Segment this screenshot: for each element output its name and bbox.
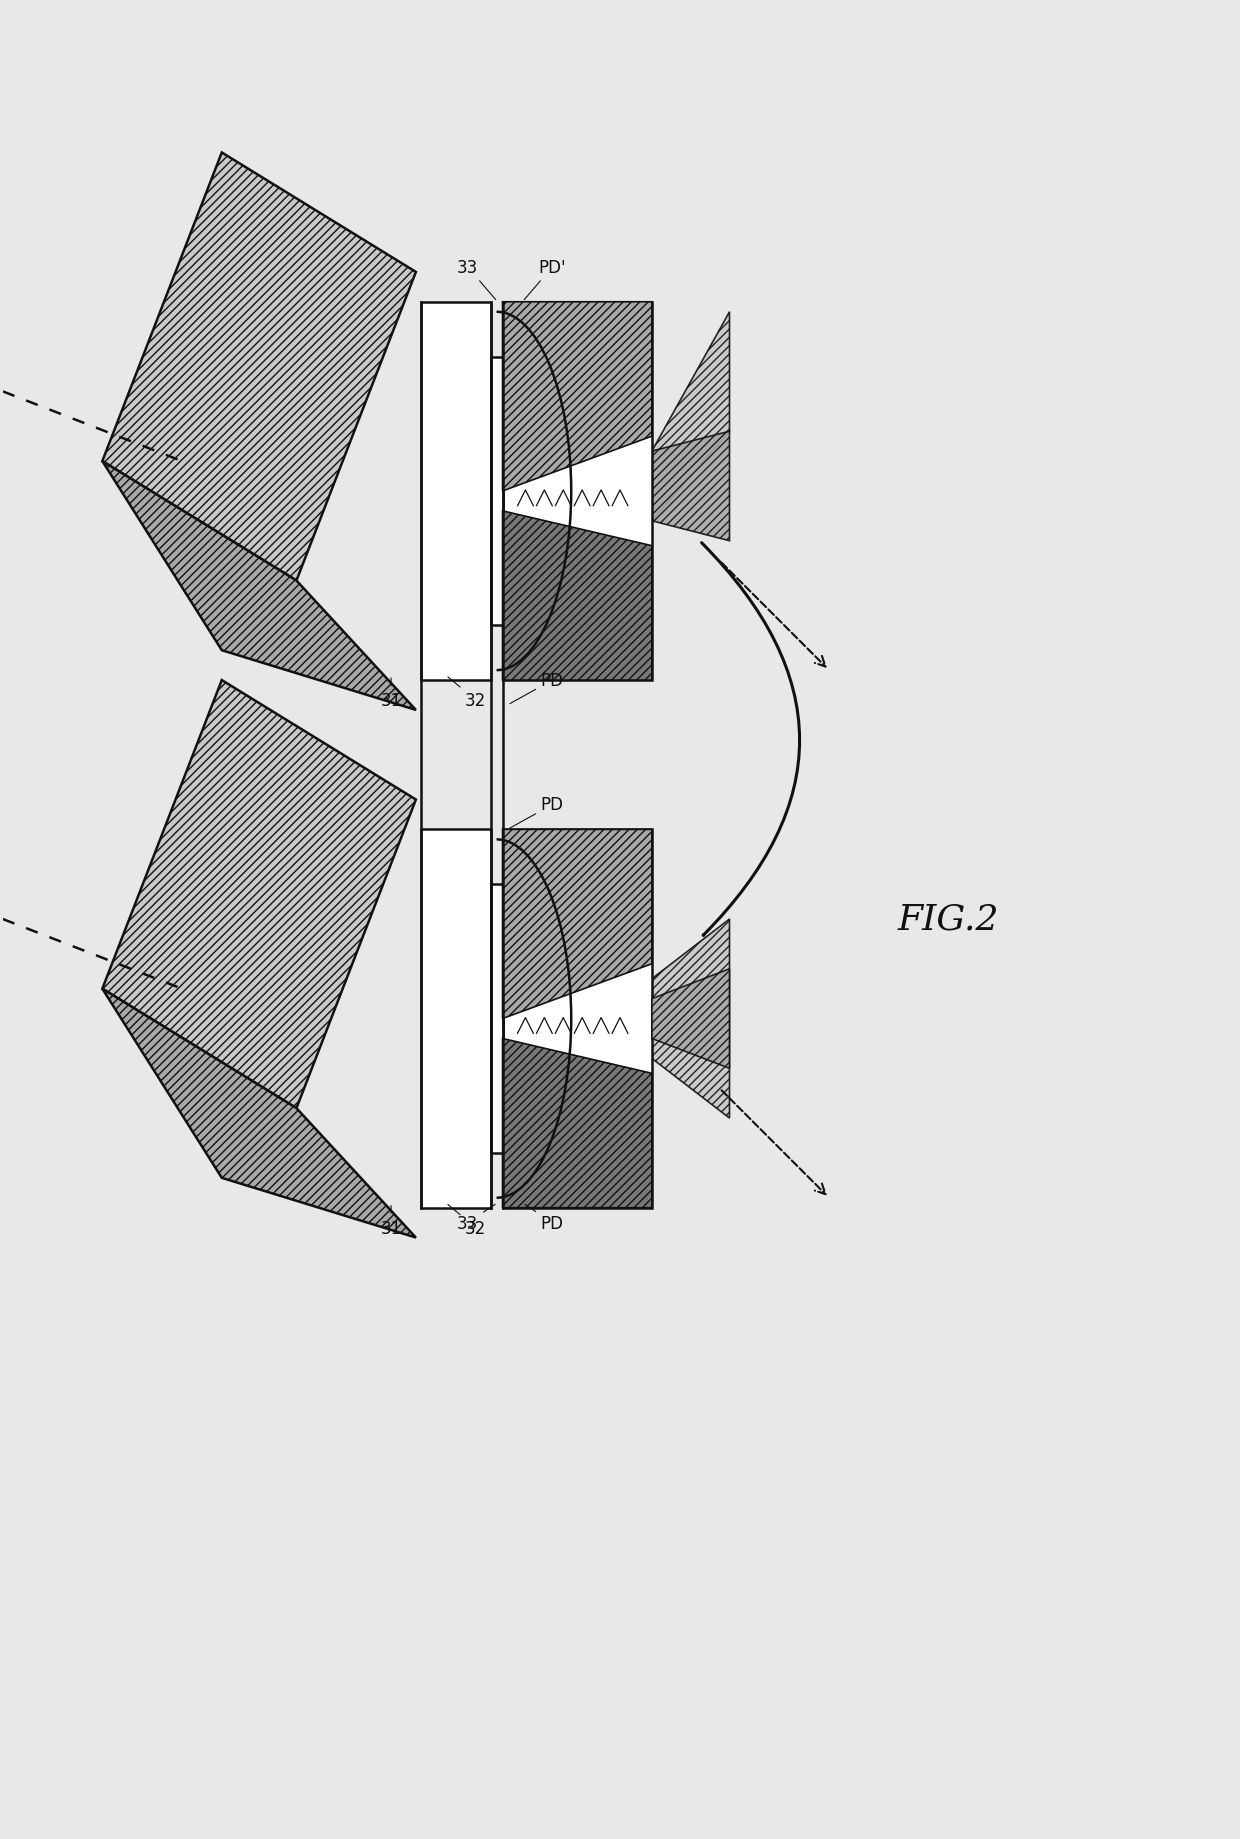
Polygon shape <box>103 462 415 710</box>
Text: FIG.2: FIG.2 <box>898 903 999 936</box>
Polygon shape <box>652 313 729 522</box>
Text: PD: PD <box>510 671 564 704</box>
Polygon shape <box>502 1039 652 1208</box>
Polygon shape <box>502 511 652 680</box>
Text: 32: 32 <box>448 1205 486 1238</box>
Polygon shape <box>652 920 729 1118</box>
Bar <box>491 357 502 625</box>
Text: 33: 33 <box>458 1205 495 1232</box>
Polygon shape <box>103 989 415 1238</box>
Bar <box>420 829 491 1208</box>
Polygon shape <box>652 969 729 1068</box>
Polygon shape <box>103 153 415 581</box>
Bar <box>491 885 502 1153</box>
Bar <box>502 303 652 680</box>
Bar <box>502 829 652 1208</box>
Polygon shape <box>103 680 415 1109</box>
Polygon shape <box>652 432 729 541</box>
Text: PD: PD <box>510 796 564 829</box>
Bar <box>420 303 491 680</box>
Polygon shape <box>502 303 652 491</box>
Text: PD: PD <box>525 1205 564 1232</box>
Polygon shape <box>502 829 652 1019</box>
FancyArrowPatch shape <box>702 543 800 936</box>
Text: 31: 31 <box>381 679 402 710</box>
Text: 31: 31 <box>381 1206 402 1238</box>
Text: PD': PD' <box>525 259 567 300</box>
Text: 33: 33 <box>458 259 496 300</box>
Text: 32: 32 <box>448 677 486 710</box>
